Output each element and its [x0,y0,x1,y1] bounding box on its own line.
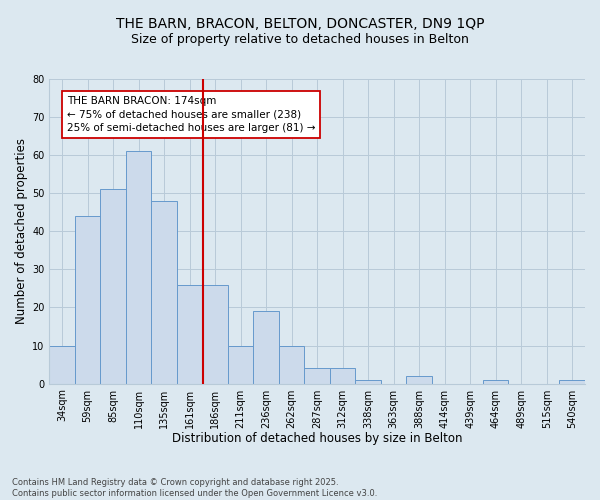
Bar [151,201,177,384]
Bar [75,216,100,384]
Bar [330,368,355,384]
Bar [279,346,304,384]
X-axis label: Distribution of detached houses by size in Belton: Distribution of detached houses by size … [172,432,463,445]
Y-axis label: Number of detached properties: Number of detached properties [15,138,28,324]
Bar [49,346,75,384]
Bar [559,380,585,384]
Bar [126,152,151,384]
Bar [355,380,381,384]
Text: Contains HM Land Registry data © Crown copyright and database right 2025.
Contai: Contains HM Land Registry data © Crown c… [12,478,377,498]
Bar [228,346,253,384]
Bar [202,284,228,384]
Bar [100,190,126,384]
Text: THE BARN BRACON: 174sqm
← 75% of detached houses are smaller (238)
25% of semi-d: THE BARN BRACON: 174sqm ← 75% of detache… [67,96,315,132]
Bar [483,380,508,384]
Text: THE BARN, BRACON, BELTON, DONCASTER, DN9 1QP: THE BARN, BRACON, BELTON, DONCASTER, DN9… [116,18,484,32]
Bar [406,376,432,384]
Text: Size of property relative to detached houses in Belton: Size of property relative to detached ho… [131,32,469,46]
Bar [253,312,279,384]
Bar [304,368,330,384]
Bar [177,284,202,384]
